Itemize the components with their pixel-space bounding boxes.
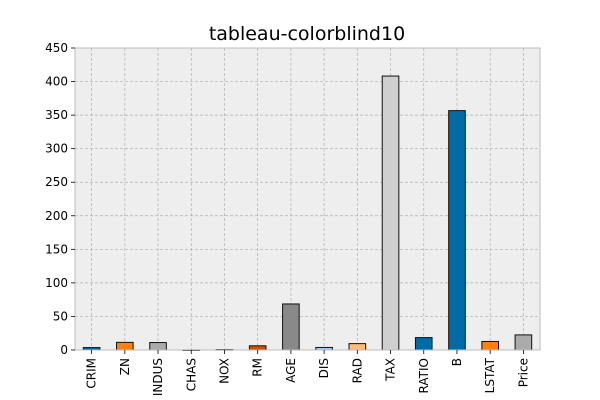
x-tick-label: NOX (217, 358, 231, 384)
x-tick-label: RAD (350, 358, 364, 383)
y-tick-label: 150 (45, 242, 68, 256)
x-tick-label: DIS (317, 358, 331, 378)
bar-lstat (481, 340, 499, 351)
bar-zn (116, 341, 134, 351)
x-tick-label: CHAS (184, 358, 198, 391)
plot-frame (74, 47, 541, 351)
x-axis: CRIM ZN INDUS CHAS NOX RM AGE DIS RAD TAX RATIO B LS… (85, 350, 530, 396)
bar-rad (348, 343, 367, 351)
bar-b (448, 110, 466, 351)
bar-rm (248, 345, 267, 351)
y-tick-label: 100 (45, 276, 68, 290)
y-tick-label: 350 (45, 108, 68, 122)
bar-ratio (414, 337, 433, 351)
bar-indus (149, 342, 167, 351)
y-tick-label: 50 (53, 309, 68, 323)
bar-age (282, 303, 300, 351)
y-tick-label: 200 (45, 209, 68, 223)
x-tick-label: B (450, 358, 464, 366)
chart-title: tableau-colorblind10 (209, 23, 405, 45)
bar-price (514, 334, 533, 351)
y-tick-label: 400 (45, 75, 68, 89)
x-tick-label: CRIM (85, 358, 99, 389)
y-axis: 0 50 100 150 200 250 300 350 400 450 (45, 41, 75, 357)
x-tick-label: Price (516, 358, 530, 387)
bar-tax (381, 75, 400, 351)
plot-area (75, 48, 540, 350)
y-tick-label: 300 (45, 142, 68, 156)
x-tick-label: ZN (118, 358, 132, 375)
x-tick-label: RATIO (417, 358, 431, 393)
bars (82, 75, 533, 351)
y-tick-label: 250 (45, 175, 68, 189)
y-tick-label: 450 (45, 41, 68, 55)
x-tick-label: INDUS (151, 358, 165, 396)
y-tick-label: 0 (60, 343, 68, 357)
x-tick-label: RM (251, 358, 265, 377)
x-tick-label: LSTAT (483, 357, 497, 393)
x-tick-label: AGE (284, 358, 298, 383)
x-tick-label: TAX (384, 358, 398, 382)
